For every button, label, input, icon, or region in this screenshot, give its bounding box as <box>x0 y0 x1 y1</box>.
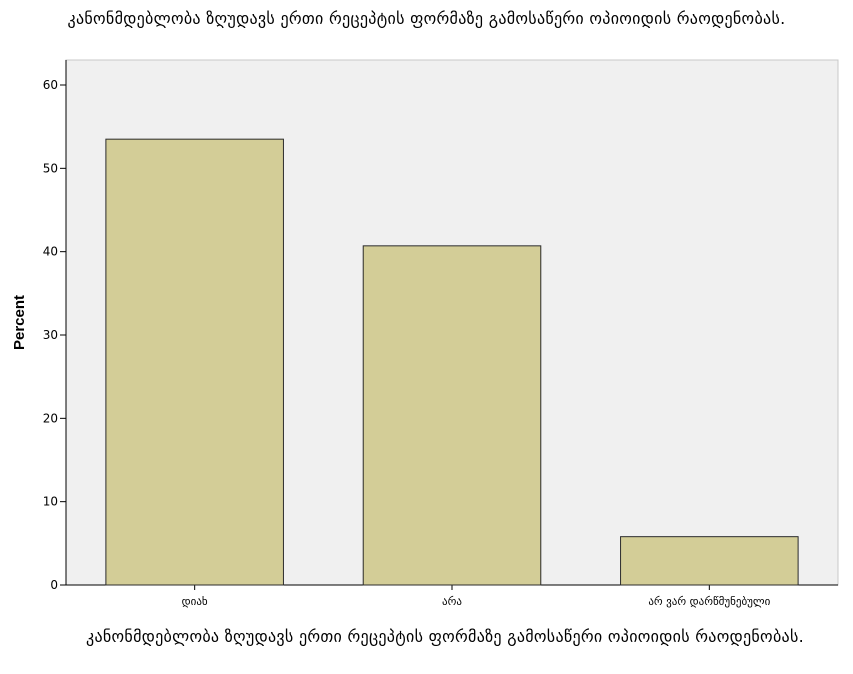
bar <box>106 139 284 585</box>
x-tick-label: დიახ <box>182 595 208 608</box>
x-tick-label: არ ვარ დარწმუნებული <box>648 595 770 608</box>
bar <box>621 537 799 585</box>
y-tick-label: 30 <box>43 328 58 342</box>
y-axis: 0 10 20 30 40 50 60 <box>43 60 66 592</box>
y-tick-label: 20 <box>43 411 58 425</box>
y-axis-label: Percent <box>11 295 28 350</box>
y-tick-label: 0 <box>50 578 58 592</box>
y-tick-label: 10 <box>43 495 58 509</box>
bar <box>363 246 541 585</box>
x-tick-label: არა <box>442 595 462 608</box>
y-tick-label: 50 <box>43 161 58 175</box>
x-axis: დიახ არა არ ვარ დარწმუნებული <box>66 585 838 608</box>
y-tick-label: 60 <box>43 78 58 92</box>
x-axis-label: კანონმდებლობა ზღუდავს ერთი რეცეპტის ფორმ… <box>60 628 830 646</box>
y-tick-label: 40 <box>43 245 58 259</box>
